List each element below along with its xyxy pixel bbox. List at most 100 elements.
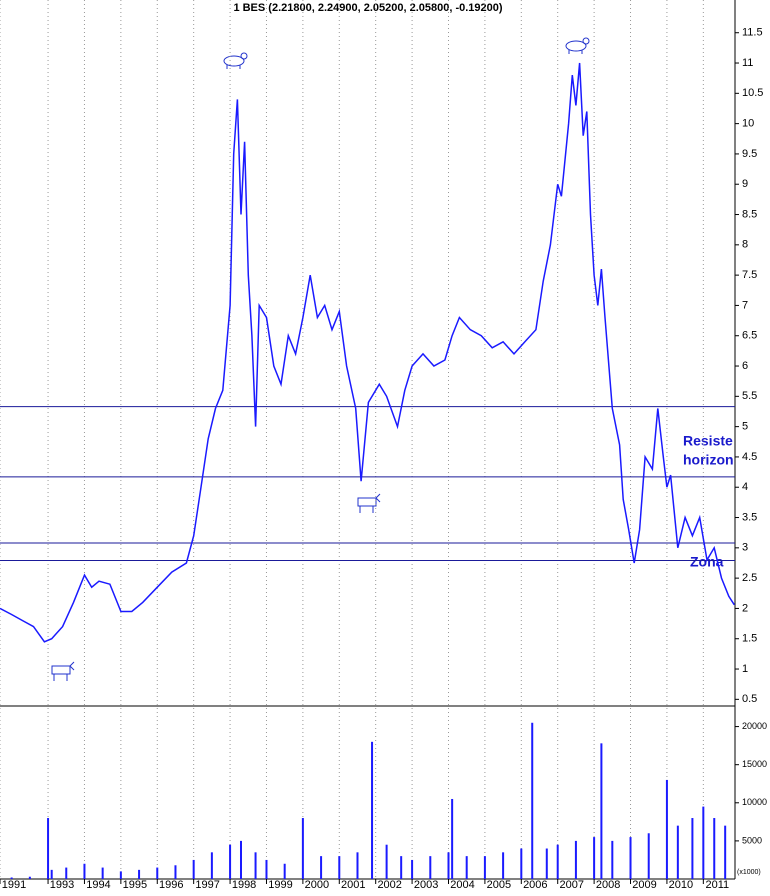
x-tick-label: 2006 — [523, 879, 547, 891]
volume-bar — [702, 806, 705, 879]
y-tick-label: 2.5 — [742, 572, 757, 584]
annotation: Resiste — [683, 433, 733, 449]
y-tick-label: 1 — [742, 663, 748, 675]
volume-bar — [265, 859, 268, 879]
y-tick-label: 2 — [742, 602, 748, 614]
y-tick-label: 1.5 — [742, 633, 757, 645]
volume-bar — [119, 871, 122, 879]
volume-bar — [254, 852, 257, 879]
x-tick-label: 2008 — [596, 879, 620, 891]
y-tick-label: 20000 — [742, 721, 767, 731]
volume-bar — [301, 818, 304, 879]
volume-bar — [10, 877, 13, 879]
y-tick-label: 8.5 — [742, 208, 757, 220]
x-tick-label: 1993 — [50, 879, 74, 891]
volume-bar — [676, 825, 679, 879]
y-tick-label: 9.5 — [742, 148, 757, 160]
y-tick-label: 6.5 — [742, 330, 757, 342]
bull-icon — [357, 493, 381, 513]
volume-bar — [691, 818, 694, 879]
volume-bar — [283, 863, 286, 879]
x-tick-label: 1996 — [159, 879, 183, 891]
unit-label: (x1000) — [737, 869, 761, 876]
y-tick-label: 11.5 — [742, 27, 763, 39]
volume-bar — [192, 859, 195, 879]
y-tick-label: 4.5 — [742, 451, 757, 463]
volume-bar — [574, 840, 577, 879]
x-tick-label: 1999 — [268, 879, 292, 891]
volume-bar — [600, 743, 603, 879]
y-tick-label: 7 — [742, 299, 748, 311]
x-tick-label: 1991 — [2, 879, 26, 891]
y-tick-label: 5 — [742, 421, 748, 433]
volume-bar — [465, 856, 468, 879]
y-tick-label: 7.5 — [742, 269, 757, 281]
volume-bar — [138, 869, 141, 879]
price-line — [0, 62, 735, 643]
volume-bar — [371, 741, 374, 879]
x-tick-label: 2011 — [706, 879, 730, 891]
bull-icon — [51, 661, 75, 681]
y-tick-label: 6 — [742, 360, 748, 372]
volume-bar — [50, 869, 53, 879]
volume-bar — [65, 867, 68, 879]
x-tick-label: 1994 — [86, 879, 110, 891]
x-tick-label: 2000 — [305, 879, 329, 891]
volume-bar — [451, 798, 454, 879]
volume-bar — [447, 852, 450, 879]
y-tick-label: 0.5 — [742, 693, 757, 705]
volume-bar — [83, 863, 86, 879]
volume-bar — [28, 876, 31, 879]
volume-bar — [101, 867, 104, 879]
x-tick-label: 2002 — [377, 879, 401, 891]
volume-bar — [483, 856, 486, 879]
y-tick-label: 10 — [742, 118, 754, 130]
y-tick-label: 9 — [742, 178, 748, 190]
x-tick-label: 2004 — [450, 879, 474, 891]
volume-bar — [629, 837, 632, 879]
volume-bar — [665, 779, 668, 879]
volume-bar — [520, 848, 523, 879]
x-tick-label: 2005 — [487, 879, 511, 891]
x-tick-label: 1998 — [232, 879, 256, 891]
y-tick-label: 3.5 — [742, 511, 757, 523]
volume-bar — [713, 818, 716, 879]
x-tick-label: 1995 — [123, 879, 147, 891]
y-tick-label: 15000 — [742, 759, 767, 769]
x-tick-label: 2009 — [632, 879, 656, 891]
y-tick-label: 3 — [742, 542, 748, 554]
volume-bar — [724, 825, 727, 879]
volume-bar — [229, 844, 232, 879]
volume-bar — [400, 856, 403, 879]
y-tick-label: 4 — [742, 481, 748, 493]
y-tick-label: 10000 — [742, 797, 767, 807]
volume-bar — [156, 867, 159, 879]
volume-bar — [611, 840, 614, 879]
y-tick-label: 5000 — [742, 835, 762, 845]
volume-bar — [647, 833, 650, 879]
chart-title: 1 BES (2.21800, 2.24900, 2.05200, 2.0580… — [233, 2, 502, 14]
volume-bar — [210, 852, 213, 879]
annotation: horizon — [683, 452, 734, 468]
volume-bar — [320, 856, 323, 879]
y-tick-label: 11 — [742, 57, 753, 69]
volume-bar — [545, 848, 548, 879]
volume-bar — [502, 852, 505, 879]
bear-icon — [565, 37, 590, 54]
volume-bar — [356, 852, 359, 879]
x-tick-label: 1997 — [195, 879, 219, 891]
volume-bar — [174, 865, 177, 879]
volume-bar — [239, 840, 242, 879]
volume-bar — [556, 844, 559, 879]
x-tick-label: 2007 — [559, 879, 583, 891]
x-tick-label: 2010 — [669, 879, 693, 891]
volume-bar — [47, 818, 50, 879]
volume-bar — [531, 722, 534, 879]
volume-bar — [385, 844, 388, 879]
y-tick-label: 8 — [742, 239, 748, 251]
volume-bar — [338, 856, 341, 879]
y-tick-label: 10.5 — [742, 87, 763, 99]
volume-bar — [429, 856, 432, 879]
